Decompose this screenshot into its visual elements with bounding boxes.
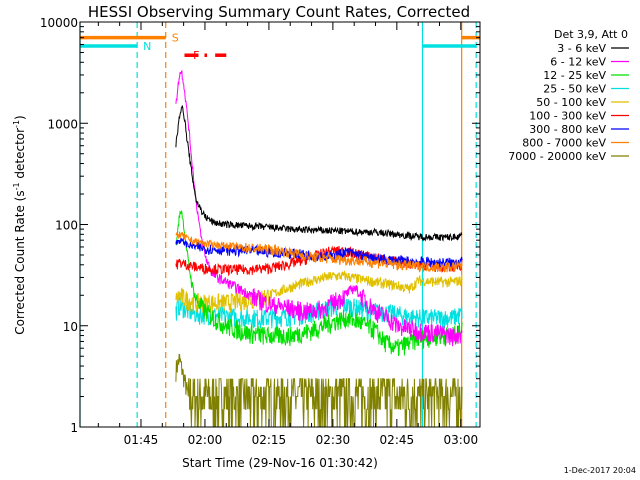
legend-label-7: 800 - 7000 keV	[522, 137, 606, 150]
y-axis-label-sup-2: -1	[12, 120, 21, 128]
x-tick-label-3: 02:30	[316, 433, 351, 447]
x-tick-label-5: 03:00	[444, 433, 479, 447]
plot-frame	[79, 21, 481, 428]
y-tick-label-0: 1	[70, 421, 78, 435]
y-tick-label-1: 10	[63, 320, 78, 334]
legend-label-8: 7000 - 20000 keV	[508, 150, 606, 163]
x-tick-label-4: 02:45	[380, 433, 415, 447]
y-tick-label-4: 10000	[40, 16, 78, 30]
series-line-4	[175, 269, 463, 314]
flag-bars: S N F	[80, 32, 480, 62]
x-axis-label: Start Time (29-Nov-16 01:30:42)	[182, 456, 378, 470]
flag-label-n: N	[143, 40, 151, 53]
x-tick-label-2: 02:15	[252, 433, 287, 447]
chart-title: HESSI Observing Summary Count Rates, Cor…	[88, 3, 470, 21]
legend-label-5: 100 - 300 keV	[529, 110, 606, 123]
y-axis-label-sup-1: -1	[12, 182, 21, 190]
generation-timestamp: 1-Dec-2017 20:04	[564, 466, 636, 475]
series-line-6	[175, 237, 463, 268]
x-tick-label-0: 01:45	[124, 433, 159, 447]
series-line-2	[175, 210, 463, 356]
series-lines	[175, 69, 463, 428]
x-axis-ticks: 01:45 02:00 02:15 02:30 02:45 03:00	[97, 22, 479, 447]
y-tick-label-2: 100	[55, 219, 78, 233]
series-line-0	[175, 105, 463, 242]
series-line-1	[175, 69, 463, 347]
legend-label-0: 3 - 6 keV	[557, 42, 606, 55]
y-axis-label-mid: detector	[13, 128, 27, 183]
series-line-8	[175, 353, 463, 428]
legend-label-1: 6 - 12 keV	[550, 56, 606, 69]
y-axis-label-end: )	[13, 115, 27, 120]
y-tick-label-3: 1000	[47, 117, 78, 131]
series-line-7	[175, 231, 463, 273]
y-axis-label-main: Corrected Count Rate (s	[13, 190, 27, 334]
legend-label-2: 12 - 25 keV	[543, 69, 606, 82]
legend-label-3: 25 - 50 keV	[543, 83, 606, 96]
y-axis-ticks: 1 10 100 1000 10000	[40, 16, 480, 435]
y-axis-label: Corrected Count Rate (s-1 detector-1)	[12, 115, 27, 334]
series-line-3	[175, 297, 463, 329]
legend-label-6: 300 - 800 keV	[529, 123, 606, 136]
flag-label-s: S	[172, 32, 179, 45]
x-tick-label-1: 02:00	[188, 433, 223, 447]
legend-header: Det 3,9, Att 0	[554, 28, 628, 41]
flag-label-f: F	[193, 49, 199, 62]
legend-label-4: 50 - 100 keV	[536, 96, 606, 109]
vertical-markers	[79, 22, 477, 427]
